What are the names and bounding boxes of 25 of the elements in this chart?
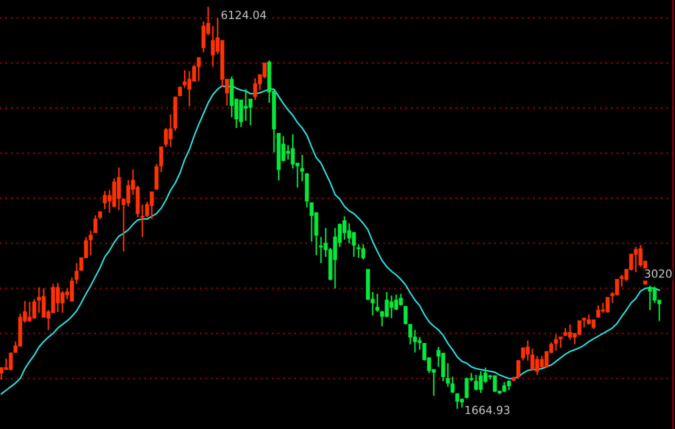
candlestick bbox=[506, 380, 511, 391]
candlestick bbox=[375, 293, 380, 313]
candlestick bbox=[310, 202, 314, 242]
candlestick bbox=[521, 347, 526, 362]
candlestick bbox=[516, 360, 520, 380]
candlestick bbox=[93, 214, 98, 234]
annotation: 3020 bbox=[644, 269, 672, 278]
candlestick bbox=[404, 306, 408, 326]
candlestick bbox=[300, 154, 304, 182]
annotation: 1664.93 bbox=[466, 406, 510, 414]
candlestick bbox=[577, 320, 582, 336]
candlestick bbox=[554, 334, 558, 352]
candlestick bbox=[88, 230, 93, 256]
candlestick bbox=[178, 86, 182, 98]
candlestick bbox=[446, 362, 450, 388]
candlestick bbox=[159, 146, 164, 173]
candlestick bbox=[450, 376, 455, 394]
candlestick bbox=[460, 398, 464, 408]
candlestick bbox=[154, 163, 158, 190]
candlestick bbox=[558, 336, 563, 349]
candlestick bbox=[356, 244, 361, 258]
annotation: 6124.04 bbox=[222, 10, 266, 20]
candlestick bbox=[140, 204, 144, 238]
candlestick bbox=[74, 262, 79, 285]
candlestick bbox=[474, 374, 478, 391]
